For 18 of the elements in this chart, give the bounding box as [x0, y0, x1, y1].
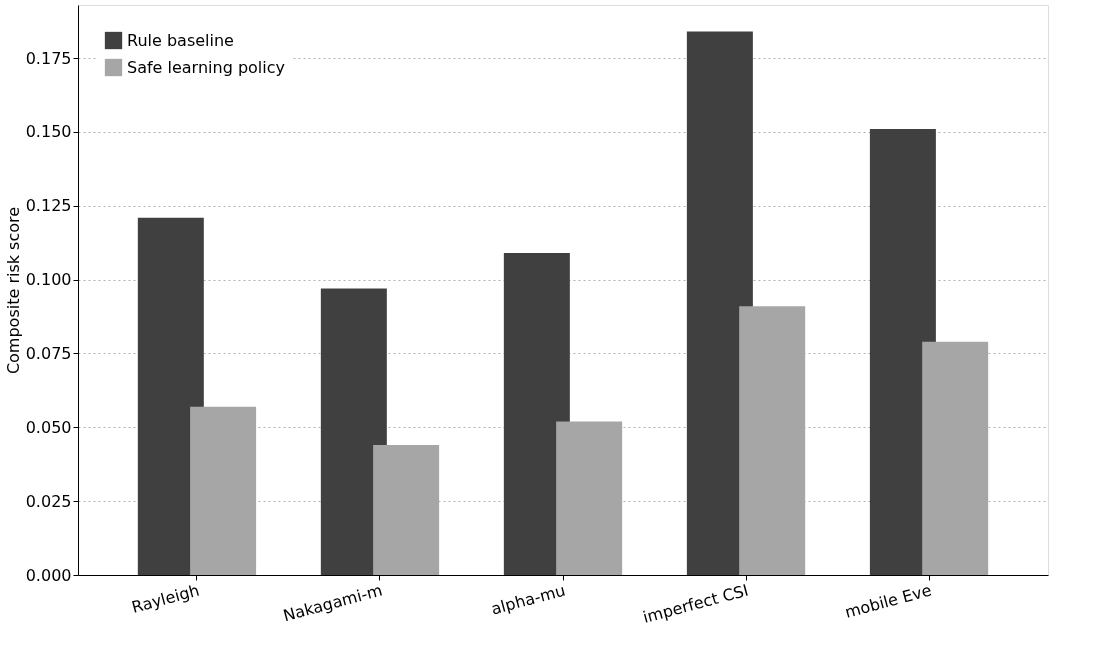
y-tick-label: 0.075: [25, 344, 72, 363]
bar: [503, 253, 570, 575]
x-tick-label: alpha-mu: [489, 580, 568, 619]
y-tick-label: 0.150: [25, 122, 72, 142]
legend-label: Rule baseline: [127, 30, 234, 50]
bar: [320, 288, 387, 575]
y-axis-title: Composite risk score: [3, 206, 23, 375]
legend-label: Safe learning policy: [127, 57, 285, 77]
y-tick-label: 0.100: [25, 270, 72, 290]
bar: [190, 406, 257, 575]
y-tick-label: 0.175: [25, 48, 72, 68]
y-tick-label: 0.000: [25, 565, 72, 585]
bar: [556, 421, 623, 575]
y-tick-label: 0.125: [25, 196, 72, 216]
y-tick-label: 0.050: [25, 417, 72, 437]
y-tick-label: 0.025: [25, 491, 72, 511]
bar: [137, 217, 204, 575]
x-tick-label: mobile Eve: [842, 580, 934, 622]
